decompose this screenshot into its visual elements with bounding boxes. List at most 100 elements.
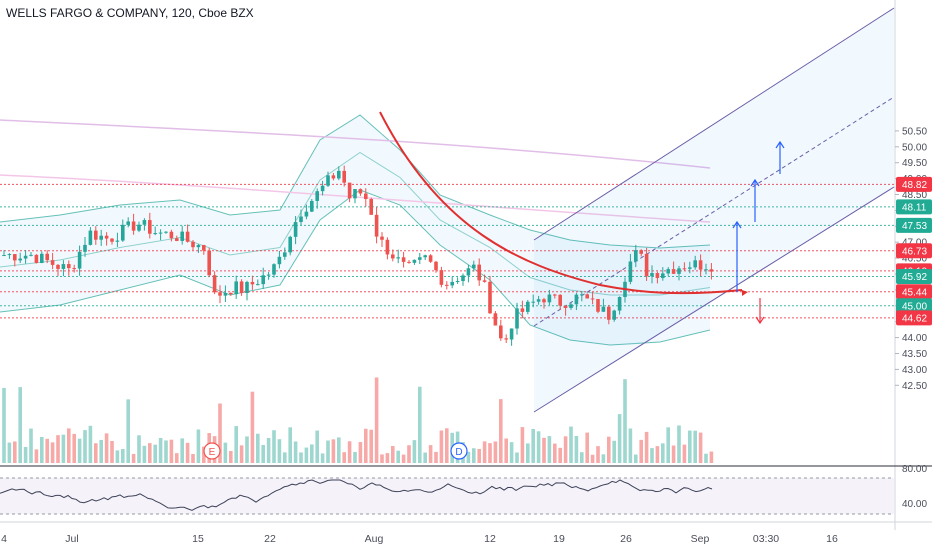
- volume-bar: [466, 451, 471, 463]
- price-tick-label: 46.50: [902, 254, 927, 265]
- volume-bar: [472, 448, 476, 463]
- ma-medium-line: [0, 174, 711, 223]
- candle-body: [455, 280, 460, 282]
- price-tick-label: 50.50: [902, 126, 927, 137]
- candle-body: [99, 235, 103, 240]
- candle-body: [385, 239, 390, 255]
- volume-bar: [104, 433, 109, 463]
- volume-bar: [110, 440, 114, 463]
- price-badge-label: 48.11: [902, 202, 927, 213]
- candle-body: [515, 308, 519, 329]
- volume-bar: [601, 454, 606, 463]
- candle-body: [461, 275, 465, 281]
- volume-bar: [634, 454, 638, 463]
- volume-bar: [61, 434, 66, 463]
- candle-body: [299, 216, 303, 223]
- candle-body: [396, 257, 400, 259]
- price-tick-label: 50.00: [902, 142, 927, 153]
- candle-body: [277, 256, 282, 265]
- dividend-marker-label: D: [455, 447, 462, 458]
- volume-bar: [121, 448, 125, 463]
- candle-body: [563, 305, 568, 308]
- annotations: [379, 111, 785, 325]
- candle-body: [418, 257, 422, 260]
- target-arrow-3-head: [775, 140, 785, 149]
- candle-body: [698, 260, 703, 270]
- volume-bar: [158, 437, 163, 463]
- price-badge-label: 48.82: [902, 180, 927, 191]
- volume-bar: [380, 454, 384, 463]
- candle-body: [337, 170, 341, 179]
- candle-body: [342, 170, 346, 183]
- candle-body: [677, 268, 681, 274]
- volume-bar: [418, 386, 422, 463]
- candle-body: [50, 260, 55, 265]
- candle-body: [423, 255, 427, 258]
- volume-bar: [56, 435, 60, 463]
- candle-body: [310, 200, 314, 212]
- candle-body: [666, 269, 670, 274]
- candle-body: [542, 299, 546, 303]
- volume-bar: [558, 447, 562, 463]
- volume-bar: [477, 448, 481, 463]
- volume-bar: [148, 443, 152, 463]
- price-tick-label: 43.50: [902, 349, 927, 360]
- candle-body: [477, 264, 481, 281]
- candle-body: [472, 264, 476, 269]
- candle-body: [196, 245, 201, 248]
- candle-body: [369, 199, 373, 215]
- candle-body: [212, 275, 217, 293]
- candle-body: [229, 292, 233, 295]
- volume-bar: [40, 436, 44, 463]
- candle-body: [175, 238, 179, 241]
- band-lower-line: [0, 189, 711, 346]
- volume-bar: [34, 449, 39, 463]
- volume-bar: [671, 445, 676, 463]
- candle-body: [121, 224, 125, 241]
- volume-bar: [504, 438, 508, 463]
- candle-body: [13, 254, 17, 261]
- candle-body: [115, 240, 120, 242]
- symbol-name: WELLS FARGO & COMPANY: [6, 6, 165, 20]
- volume-bar: [304, 447, 309, 463]
- volume-bar: [234, 426, 238, 463]
- price-tick-label: 42.50: [902, 381, 927, 392]
- candle-body: [439, 270, 444, 285]
- interval-label: 120: [171, 6, 192, 20]
- candle-body: [574, 294, 579, 305]
- candle-body: [607, 306, 611, 320]
- volume-bar: [320, 453, 325, 463]
- candle-body: [547, 294, 552, 303]
- volume-bar: [272, 430, 276, 463]
- candle-body: [391, 254, 395, 259]
- candle-body: [326, 175, 330, 186]
- candle-body: [617, 297, 622, 311]
- candle-body: [596, 299, 600, 312]
- volume-bar: [337, 437, 341, 463]
- chart-title: WELLS FARGO & COMPANY, 120, Cboe BZX: [6, 6, 254, 20]
- volume-bar: [396, 450, 400, 463]
- rsi-line: [0, 479, 713, 511]
- volume-bar: [347, 441, 352, 463]
- candle-body: [169, 231, 174, 239]
- target-arrow-2-head: [750, 178, 760, 187]
- candle-body: [234, 281, 238, 295]
- volume-bar: [256, 433, 260, 463]
- candle-body: [531, 301, 535, 303]
- channel-upper-line: [533, 7, 895, 241]
- earnings-marker-icon[interactable]: [203, 442, 221, 460]
- volume-bar: [99, 439, 103, 463]
- volume-bar: [553, 443, 557, 463]
- candle-body: [185, 231, 190, 242]
- volume-bar: [250, 391, 255, 463]
- regression-channel: [533, 7, 895, 413]
- candle-body: [612, 310, 616, 320]
- volume-bar: [266, 437, 271, 463]
- candle-body: [104, 235, 109, 239]
- price-badge: [896, 298, 932, 314]
- time-tick-label: 22: [264, 533, 276, 545]
- dividend-marker-icon[interactable]: [450, 442, 468, 460]
- volume-bar: [94, 443, 98, 463]
- price-badge-label: 47.53: [902, 221, 927, 232]
- candle-body: [266, 274, 271, 276]
